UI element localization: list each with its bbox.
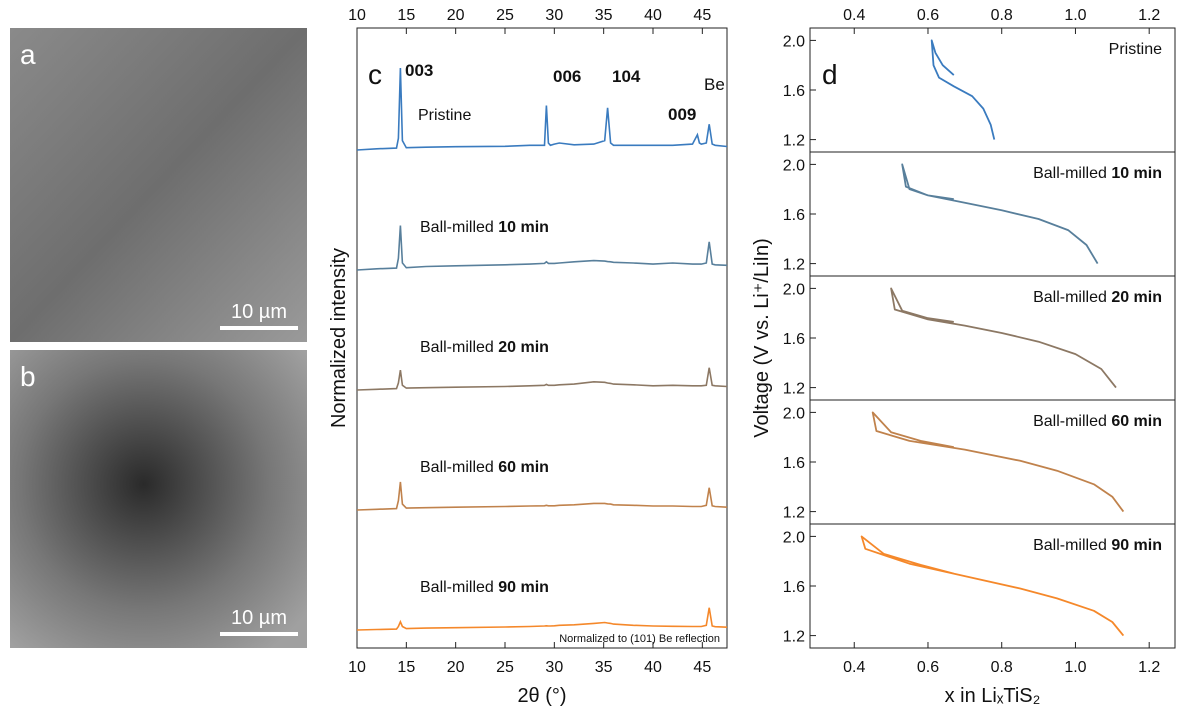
series-label: Pristine [1109, 41, 1162, 58]
x-tick-label-top: 0.6 [917, 7, 939, 24]
xrd-pattern [357, 367, 727, 391]
note: Normalized to (101) Be reflection [559, 633, 720, 645]
xrd-pattern [357, 481, 727, 511]
sem-image [10, 28, 307, 342]
series-label: Ball-milled 60 min [1033, 413, 1162, 430]
y-tick-label: 1.6 [783, 455, 805, 472]
x-tick-label: 40 [644, 659, 662, 676]
y-tick-label: 1.6 [783, 331, 805, 348]
series-label: Ball-milled 10 min [420, 219, 549, 236]
panel-label: b [20, 361, 36, 392]
series-label: Pristine [418, 107, 471, 124]
x-tick-label: 0.8 [991, 659, 1013, 676]
x-tick-label-top: 20 [447, 7, 465, 24]
plot-frame [356, 27, 728, 649]
x-tick-label-top: 1.0 [1064, 7, 1086, 24]
series-label: Ball-milled 20 min [420, 339, 549, 356]
series-label: Ball-milled 60 min [420, 459, 549, 476]
x-tick-label: 0.6 [917, 659, 939, 676]
series-label: Ball-milled 90 min [1033, 537, 1162, 554]
x-tick-label: 45 [693, 659, 711, 676]
x-tick-label: 1.2 [1138, 659, 1160, 676]
x-tick-label: 10 [348, 659, 366, 676]
x-tick-label-top: 0.8 [991, 7, 1013, 24]
voltage-curve [930, 39, 996, 140]
x-tick-label: 0.4 [843, 659, 865, 676]
y-tick-label: 1.2 [783, 133, 805, 150]
y-tick-label: 2.0 [783, 157, 805, 174]
y-axis-label: Normalized intensity [328, 248, 350, 428]
peak-label: 104 [612, 67, 641, 86]
y-tick-label: 2.0 [783, 33, 805, 50]
y-tick-label: 1.6 [783, 579, 805, 596]
panel-label: d [822, 59, 838, 90]
y-tick-label: 2.0 [783, 405, 805, 422]
scale-bar-label: 10 µm [231, 301, 287, 323]
xrd-pattern [357, 225, 727, 271]
x-tick-label-top: 25 [496, 7, 514, 24]
y-tick-label: 1.2 [783, 257, 805, 274]
y-tick-label: 1.2 [783, 381, 805, 398]
xrd-pattern [357, 67, 727, 151]
panel-label: a [20, 39, 36, 70]
x-tick-label: 25 [496, 659, 514, 676]
voltage-curve [860, 535, 1125, 637]
peak-label: 006 [553, 67, 581, 86]
y-tick-label: 1.6 [783, 207, 805, 224]
series-label: Ball-milled 10 min [1033, 165, 1162, 182]
traces [357, 67, 727, 631]
x-tick-label: 15 [397, 659, 415, 676]
x-tick-label-top: 0.4 [843, 7, 865, 24]
y-tick-label: 2.0 [783, 281, 805, 298]
panel-label: c [368, 59, 382, 90]
sem-image [10, 350, 307, 648]
peak-label: 009 [668, 105, 696, 124]
x-tick-label: 35 [595, 659, 613, 676]
xrd-pattern [357, 607, 727, 631]
x-tick-label: 1.0 [1064, 659, 1086, 676]
x-tick-label-top: 10 [348, 7, 366, 24]
x-tick-label-top: 30 [545, 7, 563, 24]
peak-label: Be [704, 75, 725, 94]
x-tick-label: 30 [545, 659, 563, 676]
y-axis-label: Voltage (V vs. Li⁺/LiIn) [751, 238, 773, 438]
x-axis-label: 2θ (°) [517, 685, 566, 707]
y-tick-label: 1.2 [783, 629, 805, 646]
x-tick-label: 20 [447, 659, 465, 676]
series-label: Ball-milled 20 min [1033, 289, 1162, 306]
scale-bar-label: 10 µm [231, 607, 287, 629]
x-tick-label-top: 45 [693, 7, 711, 24]
y-tick-label: 1.6 [783, 83, 805, 100]
voltage-curve [871, 411, 1125, 513]
voltage-curve [901, 163, 1099, 265]
y-tick-label: 1.2 [783, 505, 805, 522]
x-axis-label: x in LiₓTiS₂ [945, 685, 1041, 707]
x-tick-label-top: 35 [595, 7, 613, 24]
peak-label: 003 [405, 61, 433, 80]
x-tick-label-top: 15 [397, 7, 415, 24]
x-tick-label-top: 40 [644, 7, 662, 24]
y-tick-label: 2.0 [783, 529, 805, 546]
series-label: Ball-milled 90 min [420, 579, 549, 596]
voltage-curve [890, 287, 1117, 389]
x-tick-label-top: 1.2 [1138, 7, 1160, 24]
